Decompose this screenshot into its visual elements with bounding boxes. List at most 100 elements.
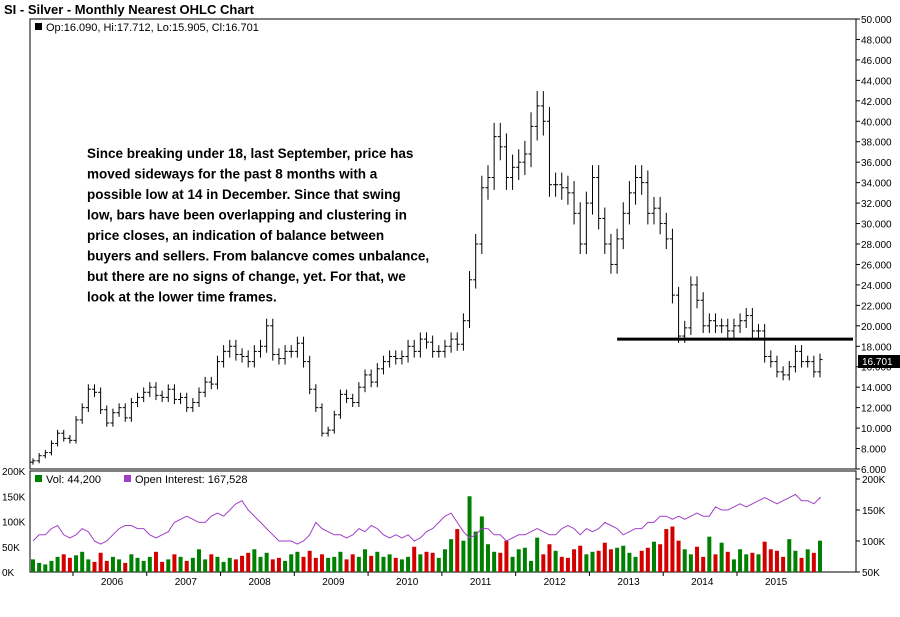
price-tick-label: 10.000 (861, 424, 892, 435)
volume-bar (799, 557, 804, 572)
volume-bar (596, 550, 601, 572)
volume-bar (86, 559, 91, 572)
price-bars (30, 91, 823, 465)
oi-legend: Open Interest: 167,528 (135, 474, 248, 486)
volume-bar (307, 550, 312, 572)
oi-tick-label: 150K (862, 506, 886, 517)
volume-bar (695, 546, 700, 572)
year-label: 2012 (544, 577, 567, 588)
volume-bar (473, 531, 478, 572)
year-label: 2014 (691, 577, 714, 588)
year-label: 2010 (396, 577, 419, 588)
volume-bar (123, 562, 128, 572)
volume-bar (147, 556, 152, 572)
volume-tick-label: 150K (2, 492, 26, 503)
volume-bar (461, 540, 466, 572)
volume-tick-label: 50K (2, 543, 20, 554)
price-tick-label: 42.000 (861, 97, 892, 108)
volume-bar (682, 549, 687, 572)
volume-bar (485, 544, 490, 572)
volume-bar (197, 549, 202, 572)
volume-bar (215, 556, 220, 572)
ohlc-readout: Op:16.090, Hi:17.712, Lo:15.905, Cl:16.7… (46, 22, 259, 34)
volume-bar (135, 557, 140, 572)
volume-bar (276, 557, 281, 572)
volume-bar (479, 516, 484, 572)
annotation-line: possible low at 14 in December. Since th… (87, 187, 401, 202)
volume-bar (209, 554, 214, 572)
year-label: 2007 (175, 577, 198, 588)
chart-title: SI - Silver - Monthly Nearest OHLC Chart (4, 2, 255, 17)
volume-bar (117, 559, 122, 572)
year-label: 2015 (765, 577, 788, 588)
volume-bar (744, 554, 749, 572)
volume-bar (129, 554, 134, 572)
volume-bar (701, 556, 706, 572)
volume-bar (37, 562, 42, 572)
annotation-line: but there are no signs of change, yet. F… (87, 269, 406, 284)
volume-bar (369, 555, 374, 572)
oi-tick-label: 200K (862, 475, 886, 486)
volume-bar (246, 552, 251, 572)
volume-bar (707, 536, 712, 572)
volume-bar (559, 556, 564, 572)
volume-bar (153, 551, 158, 572)
volume-bar (781, 556, 786, 572)
volume-bar (750, 552, 755, 572)
volume-bar (190, 557, 195, 572)
volume-bar (240, 555, 245, 572)
price-tick-label: 36.000 (861, 158, 892, 169)
price-tick-label: 16.000 (861, 363, 892, 374)
volume-bar (381, 556, 386, 572)
volume-tick-label: 100K (2, 518, 26, 529)
volume-axis: 200K 150K 100K 50K 0K (2, 467, 26, 579)
volume-bar (430, 552, 435, 572)
last-price-badge (858, 355, 900, 368)
volume-bar (110, 556, 115, 572)
volume-bar (608, 549, 613, 572)
volume-bar (233, 559, 238, 572)
volume-bar (387, 554, 392, 572)
price-tick-label: 28.000 (861, 240, 892, 251)
annotation-line: Since breaking under 18, last September,… (87, 146, 413, 161)
volume-bar (498, 552, 503, 572)
ohlc-legend-marker (35, 23, 42, 30)
volume-bar (55, 556, 60, 572)
volume-bar (344, 559, 349, 572)
volume-bar (141, 560, 146, 572)
volume-bar (418, 554, 423, 572)
price-axis: 50.000 48.000 46.000 44.000 42.000 40.000 38.0… (856, 15, 892, 476)
volume-bar (363, 549, 368, 572)
volume-bar (633, 556, 638, 572)
volume-bar (658, 544, 663, 572)
volume-bars (31, 496, 822, 572)
volume-bar (283, 560, 288, 572)
volume-bar (295, 551, 300, 572)
volume-bar (627, 552, 632, 572)
volume-bar (301, 556, 306, 572)
annotation-text: Since breaking under 18, last September,… (87, 146, 429, 305)
volume-bar (104, 560, 109, 572)
oi-legend-marker (124, 475, 131, 482)
volume-bar (227, 557, 232, 572)
volume-bar (332, 556, 337, 572)
volume-bar (793, 550, 798, 572)
volume-bar (319, 554, 324, 572)
volume-bar (393, 557, 398, 572)
annotation-line: price closes, an indication of balance b… (87, 228, 384, 243)
volume-bar (166, 559, 171, 572)
volume-bar (719, 542, 724, 572)
volume-bar (590, 551, 595, 572)
volume-bar (80, 551, 85, 572)
volume-bar (565, 557, 570, 572)
volume-bar (221, 561, 226, 572)
volume-bar (289, 554, 294, 572)
volume-bar (602, 542, 607, 572)
price-tick-label: 38.000 (861, 138, 892, 149)
volume-bar (639, 550, 644, 572)
volume-bar (510, 556, 515, 572)
volume-bar (406, 556, 411, 572)
volume-bar (356, 556, 361, 572)
volume-bar (264, 552, 269, 572)
